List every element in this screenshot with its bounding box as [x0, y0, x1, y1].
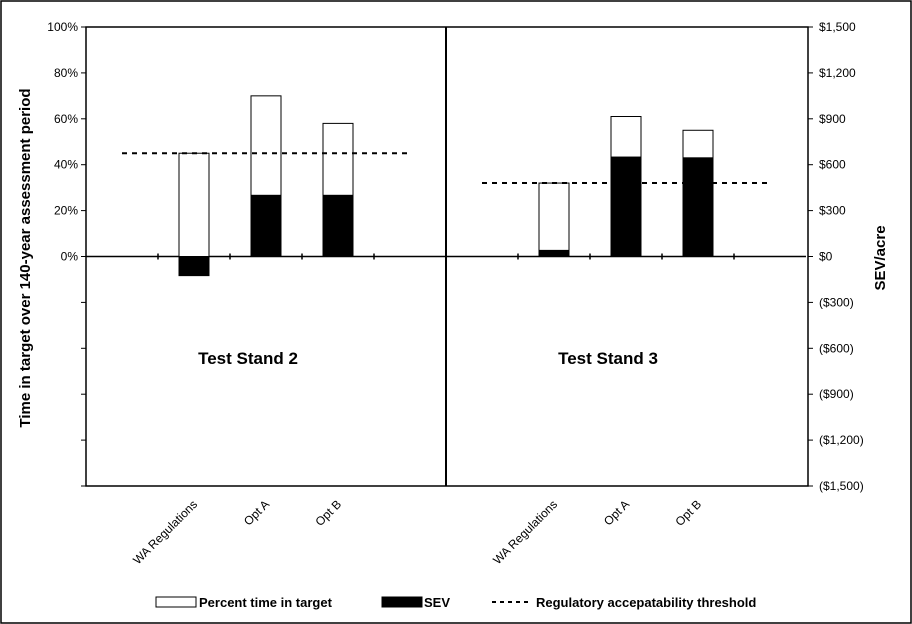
legend-label-threshold: Regulatory accepatability threshold — [536, 595, 756, 610]
bar-sev — [322, 194, 354, 258]
legend-label-sev: SEV — [424, 595, 450, 610]
right-tick-label: $1,500 — [819, 20, 856, 34]
right-axis-title: SEV/acre — [872, 225, 889, 290]
right-tick-label: ($600) — [819, 341, 854, 355]
right-tick-label: $0 — [819, 250, 833, 264]
bar-sev — [682, 157, 714, 257]
legend: Percent time in target SEV Regulatory ac… — [155, 595, 756, 610]
right-tick-label: ($1,200) — [819, 433, 864, 447]
legend-swatch-sev — [381, 596, 423, 608]
right-tick-label: $600 — [819, 158, 846, 172]
right-tick-label: $1,200 — [819, 66, 856, 80]
right-tick-label: $300 — [819, 204, 846, 218]
left-tick-label: 100% — [47, 20, 78, 34]
right-tick-label: ($300) — [819, 295, 854, 309]
left-tick-label: 20% — [54, 204, 78, 218]
bar-percent-time-in-target — [538, 182, 570, 257]
panel-label: Test Stand 2 — [198, 349, 298, 368]
left-axis-ticks: 100% 80% 60% 40% 20% 0% — [47, 20, 86, 487]
bar-sev — [250, 194, 282, 258]
legend-swatch-target — [155, 596, 197, 608]
left-axis-title: Time in target over 140-year assessment … — [17, 88, 34, 427]
left-tick-label: 0% — [61, 250, 79, 264]
panel-label: Test Stand 3 — [558, 349, 658, 368]
right-tick-label: ($900) — [819, 387, 854, 401]
right-axis-ticks: $1,500 $1,200 $900 $600 $300 $0 ($300) ($600) ($… — [808, 20, 864, 493]
left-tick-label: 60% — [54, 112, 78, 126]
right-tick-label: ($1,500) — [819, 479, 864, 493]
bar-percent-time-in-target — [178, 152, 210, 258]
legend-label-target: Percent time in target — [199, 595, 333, 610]
left-tick-label: 40% — [54, 158, 78, 172]
bar-sev — [178, 256, 210, 277]
bar-sev — [538, 249, 570, 258]
left-tick-label: 80% — [54, 66, 78, 80]
bar-sev — [610, 156, 642, 257]
right-tick-label: $900 — [819, 112, 846, 126]
